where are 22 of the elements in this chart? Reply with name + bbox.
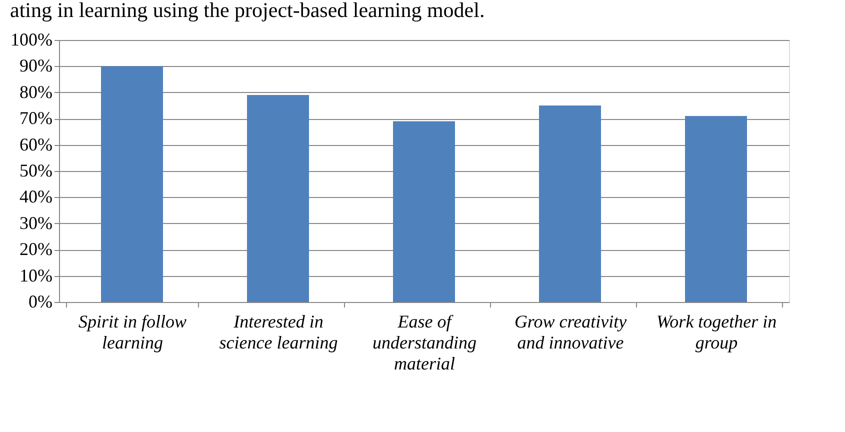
y-tick-label: 50% bbox=[20, 160, 52, 180]
x-tick-label: Spirit in follow learning bbox=[78, 312, 187, 352]
x-tick-label: Grow creativity and innovative bbox=[514, 312, 627, 352]
x-tick-label: Ease of understanding material bbox=[372, 312, 477, 374]
bar bbox=[685, 116, 747, 302]
y-tick-label: 40% bbox=[20, 186, 52, 207]
y-tick-label: 70% bbox=[20, 108, 52, 128]
y-tick-label: 30% bbox=[20, 212, 52, 233]
y-tick-label: 0% bbox=[28, 292, 52, 312]
x-tick-label: Interested in science learning bbox=[219, 312, 338, 352]
y-tick-label: 80% bbox=[20, 82, 52, 102]
bar bbox=[393, 121, 455, 302]
y-tick-label: 10% bbox=[20, 265, 52, 286]
y-tick-label: 20% bbox=[20, 239, 52, 260]
y-tick-label: 60% bbox=[20, 134, 52, 154]
y-tick-label: 100% bbox=[10, 30, 52, 50]
bar bbox=[539, 106, 601, 302]
bar bbox=[247, 95, 309, 302]
x-tick-label: Work together in group bbox=[656, 312, 777, 352]
chart-title: ating in learning using the project-based learning model. bbox=[10, 0, 485, 22]
bar bbox=[101, 66, 163, 302]
y-tick-label: 90% bbox=[20, 56, 52, 76]
